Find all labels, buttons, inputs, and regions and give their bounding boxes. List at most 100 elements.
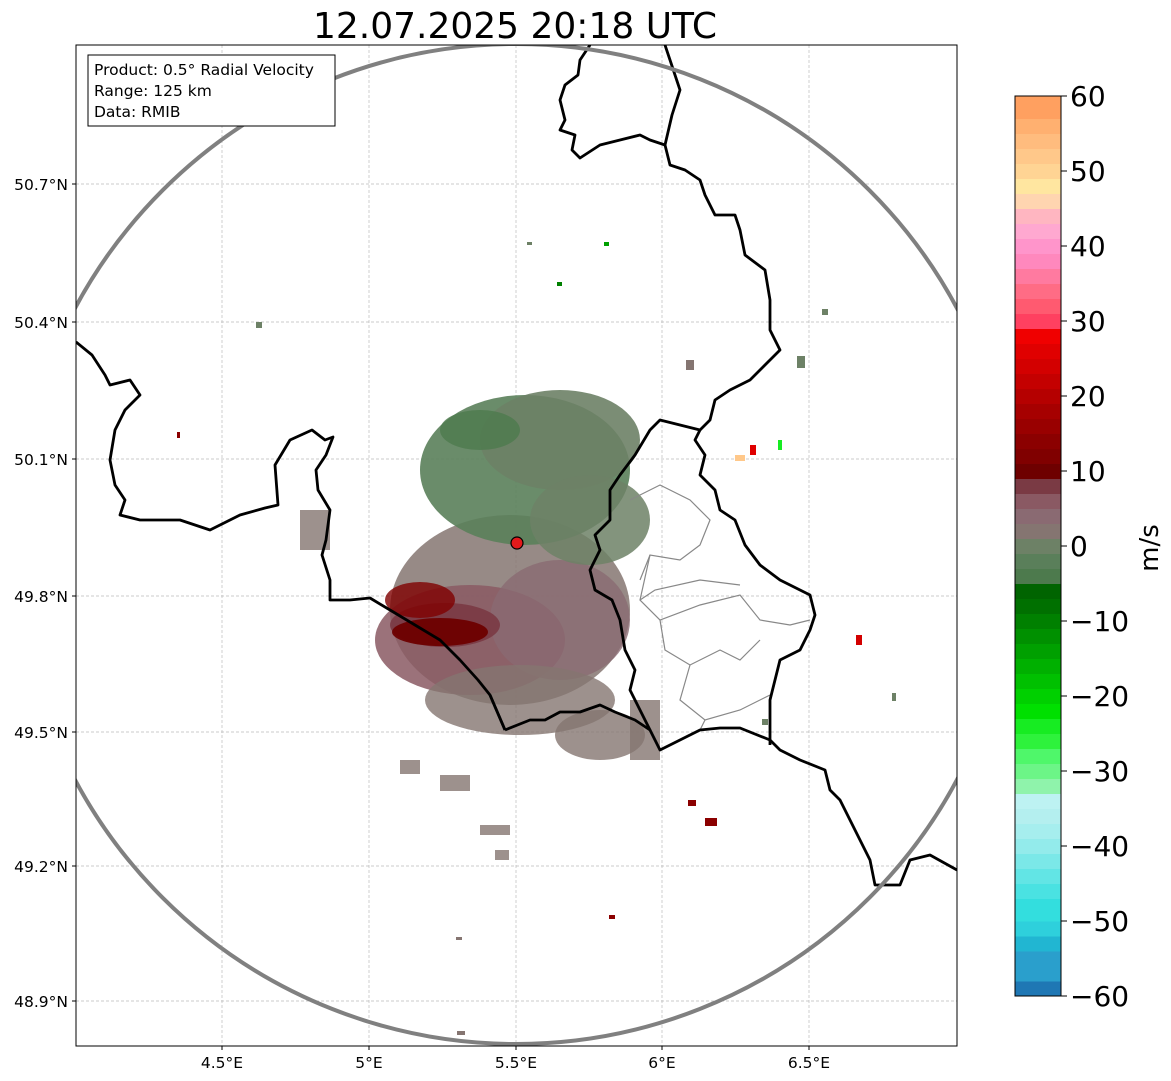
echo-patch [495, 850, 509, 860]
echo-patch [527, 242, 532, 245]
colorbar-bin [1015, 163, 1061, 179]
colorbar-bin [1015, 238, 1061, 254]
colorbar-tick-label: −30 [1070, 755, 1129, 788]
colorbar-tick-label: −40 [1070, 830, 1129, 863]
colorbar: 60 50 40 30 20 10 0 −10 −20 −30 −40 −50 −60 m/s [1014, 80, 1165, 1013]
colorbar-bin [1015, 208, 1061, 224]
velocity-echoes [177, 242, 896, 1035]
echo-patch [797, 356, 805, 368]
echo-patch [630, 700, 660, 760]
colorbar-bin [1015, 868, 1061, 884]
colorbar-bin [1015, 898, 1061, 922]
colorbar-bin [1015, 493, 1061, 509]
colorbar-bin [1015, 223, 1061, 239]
colorbar-bin [1015, 133, 1061, 149]
colorbar-bin [1015, 718, 1061, 734]
chart-title: 12.07.2025 20:18 UTC [313, 6, 717, 47]
colorbar-bin [1015, 883, 1061, 899]
colorbar-bin [1015, 178, 1061, 194]
colorbar-bin [1015, 448, 1061, 464]
echo-region [440, 410, 520, 450]
colorbar-tick-label: 40 [1070, 230, 1106, 263]
colorbar-bin [1015, 463, 1061, 479]
echo-patch [735, 455, 745, 461]
colorbar-ticks: 60 50 40 30 20 10 0 −10 −20 −30 −40 −50 −60 [1061, 80, 1129, 1013]
colorbar-bin [1015, 433, 1061, 449]
colorbar-bin [1015, 418, 1061, 434]
range-ring [76, 45, 957, 1046]
echo-patch [892, 693, 896, 701]
colorbar-bin [1015, 673, 1061, 689]
echo-patch [557, 282, 562, 286]
echo-patch [856, 635, 862, 645]
echo-patch [440, 775, 470, 791]
colorbar-bin [1015, 253, 1061, 269]
colorbar-bin [1015, 981, 1061, 997]
colorbar-bin [1015, 118, 1061, 134]
colorbar-bin [1015, 328, 1061, 344]
colorbar-bin [1015, 538, 1061, 554]
colorbar-bin [1015, 193, 1061, 209]
echo-patch [457, 1031, 465, 1035]
colorbar-bin [1015, 808, 1061, 824]
echo-patch [604, 242, 609, 246]
map-grid [76, 45, 957, 1046]
colorbar-bin [1015, 598, 1061, 614]
colorbar-bin [1015, 936, 1061, 952]
colorbar-bin [1015, 568, 1061, 584]
colorbar-bin [1015, 703, 1061, 719]
echo-patch [686, 360, 694, 370]
info-source: Data: RMIB [94, 103, 181, 121]
border-south [504, 703, 957, 887]
colorbar-bin [1015, 403, 1061, 419]
colorbar-tick-label: −20 [1070, 680, 1129, 713]
y-tick-label: 50.1°N [14, 451, 68, 469]
colorbar-bin [1015, 313, 1061, 329]
colorbar-tick-label: −60 [1070, 980, 1129, 1013]
echo-patch [480, 825, 510, 835]
colorbar-bin [1015, 853, 1061, 869]
colorbar-bin [1015, 658, 1061, 674]
x-axis: 4.5°E 5°E 5.5°E 6°E 6.5°E [201, 1046, 830, 1072]
echo-region [480, 390, 640, 490]
colorbar-bins [1015, 96, 1061, 997]
colorbar-bin [1015, 748, 1061, 764]
y-tick-label: 49.2°N [14, 858, 68, 876]
map-panel[interactable] [16, 44, 1016, 1046]
radar-site-marker[interactable] [510, 536, 524, 550]
colorbar-bin [1015, 508, 1061, 524]
colorbar-label: m/s [1135, 524, 1165, 572]
border-east [488, 694, 507, 731]
colorbar-bin [1015, 688, 1061, 704]
colorbar-bin [1015, 921, 1061, 937]
colorbar-bin [1015, 523, 1061, 539]
echo-patch [778, 440, 782, 450]
x-tick-label: 4.5°E [201, 1054, 243, 1072]
colorbar-bin [1015, 268, 1061, 284]
echo-region [425, 665, 615, 735]
colorbar-tick-label: 30 [1070, 305, 1106, 338]
colorbar-bin [1015, 613, 1061, 629]
colorbar-bin [1015, 628, 1061, 644]
y-tick-label: 50.4°N [14, 314, 68, 332]
x-tick-label: 5°E [355, 1054, 382, 1072]
echo-patch [705, 818, 717, 826]
colorbar-bin [1015, 283, 1061, 299]
colorbar-bin [1015, 838, 1061, 854]
info-range: Range: 125 km [94, 82, 212, 100]
x-tick-label: 6.5°E [788, 1054, 830, 1072]
colorbar-bin [1015, 148, 1061, 164]
colorbar-tick-label: −10 [1070, 605, 1129, 638]
echo-patch [762, 719, 768, 725]
colorbar-bin [1015, 823, 1061, 839]
echo-region [530, 475, 650, 565]
colorbar-bin [1015, 298, 1061, 314]
echo-patch [400, 760, 420, 774]
echo-patch [456, 937, 462, 940]
colorbar-bin [1015, 793, 1061, 809]
echo-patch [688, 800, 696, 806]
border-de-south [693, 429, 817, 745]
echo-region [490, 560, 630, 680]
colorbar-tick-label: 10 [1070, 455, 1106, 488]
